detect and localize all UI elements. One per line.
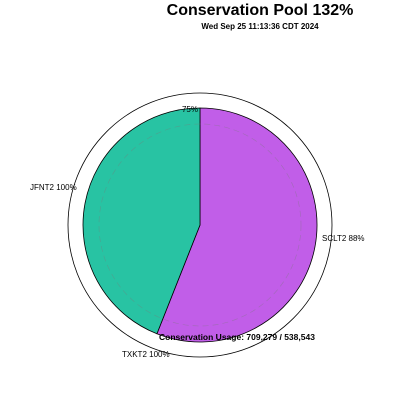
ring-percent-label: 75% <box>182 105 198 114</box>
slice-label-jfnt2: JFNT2 100% <box>30 183 77 192</box>
chart-title: Conservation Pool 132% <box>166 2 354 19</box>
slice-label-sclt2: SCLT2 88% <box>322 234 365 243</box>
pie-slice-jfnt2 <box>82 107 201 335</box>
pie-slice-sclt2 <box>156 107 318 343</box>
conservation-usage-label: Conservation Usage: 709,279 / 538,543 <box>159 332 315 342</box>
reference-dashed-circle <box>98 123 302 327</box>
chart-timestamp: Wed Sep 25 11:13:36 CDT 2024 <box>201 22 319 31</box>
slice-label-txkt2: TXKT2 100% <box>122 350 170 359</box>
